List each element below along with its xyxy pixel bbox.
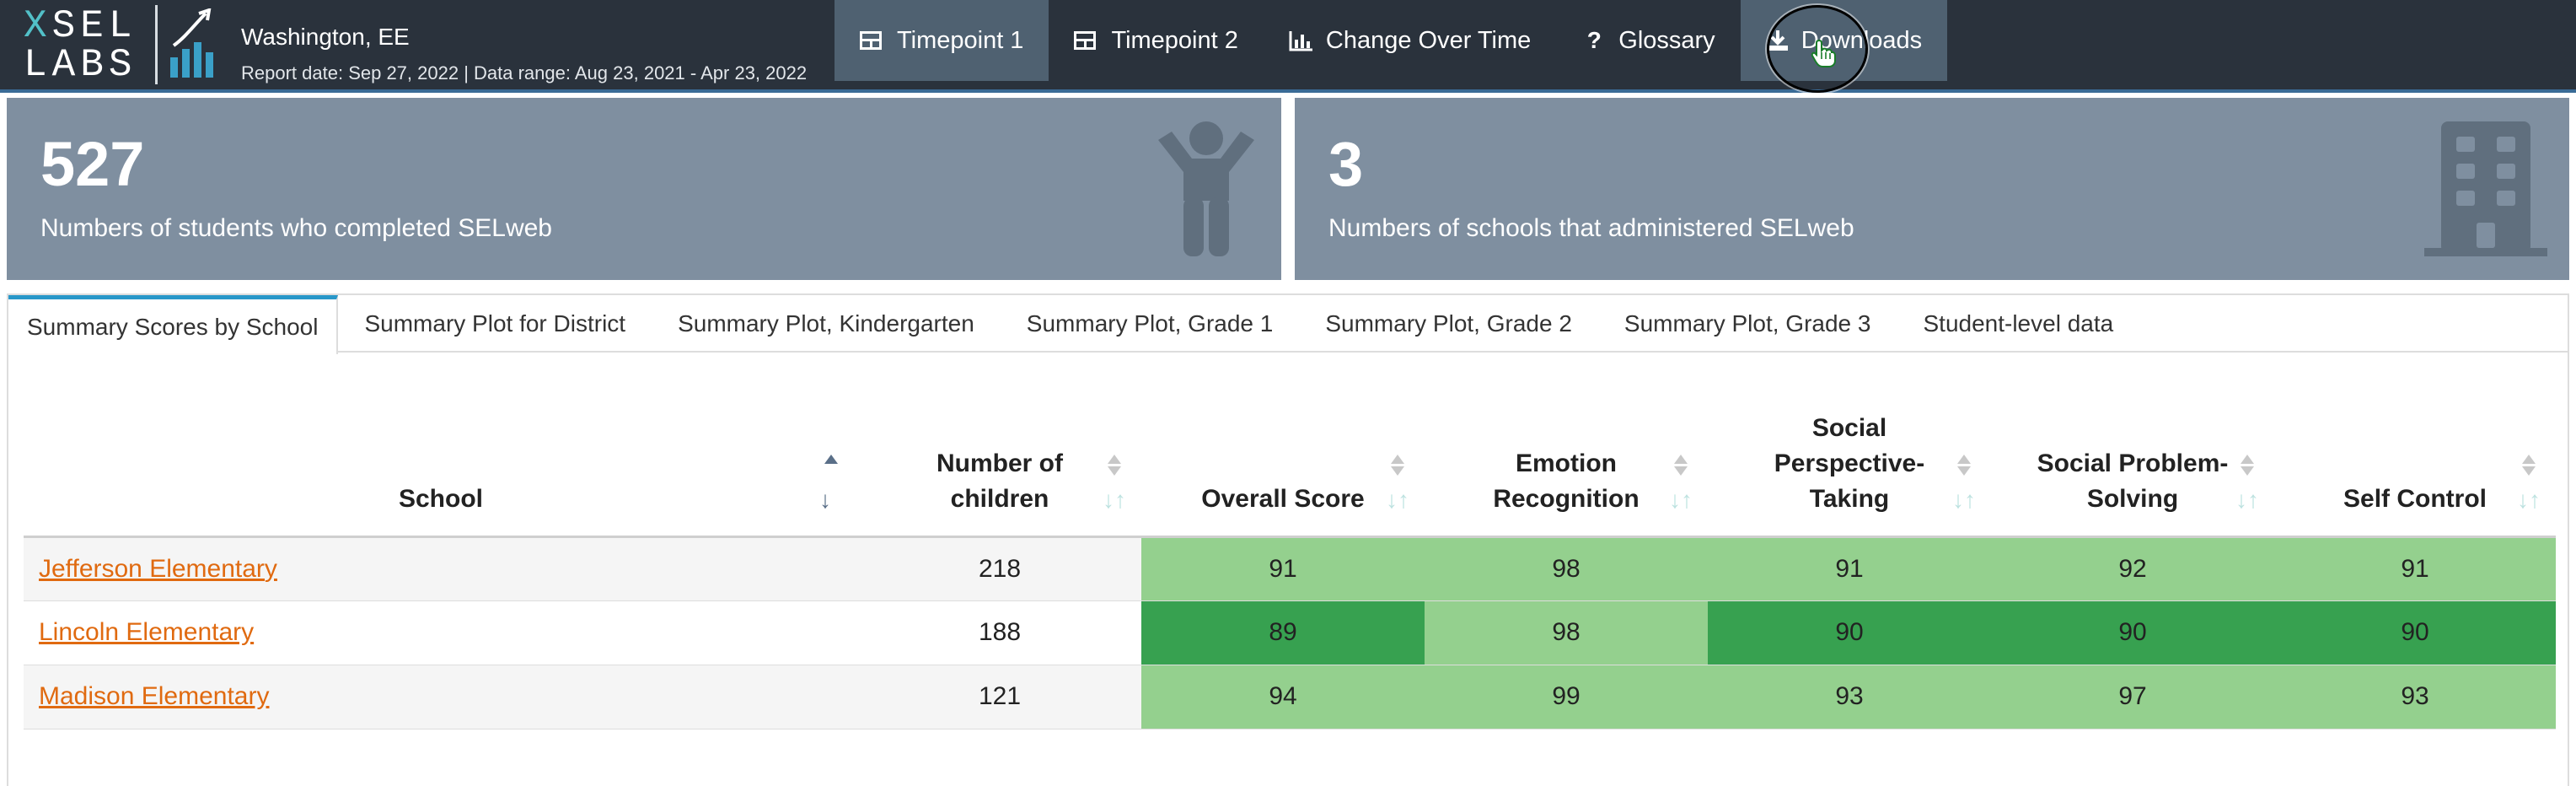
col-header-social-perspective-taking[interactable]: Social Perspective- Taking ↓↑ (1708, 376, 1991, 538)
top-navbar: XSEL LABS Washington, EE Report date: Se… (0, 0, 2576, 93)
logo-chart-icon (170, 8, 213, 78)
sort-icon[interactable]: ↓↑ (2515, 454, 2541, 514)
logo-text-bottom: LABS (24, 43, 137, 87)
children-cell: 188 (858, 600, 1141, 665)
logo-divider (155, 5, 158, 84)
sort-icon[interactable]: ↓↑ (1384, 454, 1409, 514)
self-control-cell: 93 (2274, 665, 2556, 729)
nav-glossary-label: Glossary (1618, 26, 1715, 54)
child-icon (1158, 121, 1254, 256)
nav-change-over-time-label: Change Over Time (1325, 26, 1532, 54)
self-control-cell: 91 (2274, 536, 2556, 601)
col-header-overall-score[interactable]: Overall Score ↓↑ (1141, 376, 1425, 538)
bar-chart-icon (1289, 31, 1312, 51)
students-caption: Numbers of students who completed SELweb (40, 214, 552, 242)
tab-panel: Summary Scores by School Summary Plot fo… (7, 293, 2569, 786)
self-control-cell: 90 (2274, 600, 2556, 665)
sort-icon[interactable]: ↓↑ (1667, 454, 1693, 514)
perspective-taking-cell: 90 (1708, 600, 1991, 665)
district-title: Washington, EE (241, 24, 410, 50)
school-link[interactable]: Madison Elementary (39, 682, 270, 710)
summary-scores-table: School ↓ Number of children ↓↑ Overall Sc… (24, 376, 2556, 729)
col-header-self-control[interactable]: Self Control ↓↑ (2274, 376, 2556, 538)
table-row: Jefferson Elementary 218 91 98 91 92 91 (24, 536, 2556, 601)
tab-student-level-data[interactable]: Student-level data (1923, 310, 2114, 336)
tab-summary-plot-grade-1[interactable]: Summary Plot, Grade 1 (1026, 310, 1274, 336)
table-row: Lincoln Elementary 188 89 98 90 90 90 (24, 600, 2556, 665)
sort-icon[interactable]: ↓↑ (1101, 454, 1126, 514)
nav-downloads-label: Downloads (1801, 26, 1923, 54)
problem-solving-cell: 90 (1991, 600, 2274, 665)
col-header-emotion-recognition[interactable]: Emotion Recognition ↓↑ (1425, 376, 1708, 538)
problem-solving-cell: 97 (1991, 665, 2274, 729)
building-icon (2424, 121, 2547, 256)
logo-x: X (24, 4, 52, 48)
overall-score-cell: 89 (1141, 600, 1425, 665)
table-icon (1074, 31, 1097, 50)
perspective-taking-cell: 93 (1708, 665, 1991, 729)
sel-labs-logo[interactable]: XSEL LABS (20, 0, 223, 89)
emotion-recognition-cell: 99 (1425, 665, 1708, 729)
children-cell: 218 (858, 536, 1141, 601)
col-header-social-problem-solving[interactable]: Social Problem- Solving ↓↑ (1991, 376, 2274, 538)
tab-summary-scores-by-school[interactable]: Summary Scores by School (8, 295, 339, 354)
schools-count-box: 3 Numbers of schools that administered S… (1295, 98, 2569, 280)
logo-text-top: SEL (51, 4, 137, 48)
sort-icon[interactable]: ↓↑ (1951, 454, 1976, 514)
children-cell: 121 (858, 665, 1141, 729)
col-header-school[interactable]: School ↓ (24, 376, 858, 538)
report-date-subtitle: Report date: Sep 27, 2022 | Data range: … (241, 62, 808, 83)
emotion-recognition-cell: 98 (1425, 600, 1708, 665)
download-icon (1767, 30, 1788, 51)
table-icon (860, 31, 882, 50)
main-nav: Timepoint 1 Timepoint 2 Change Over Time… (835, 0, 1948, 81)
tab-summary-plot-grade-3[interactable]: Summary Plot, Grade 3 (1623, 310, 1871, 336)
schools-count: 3 (1328, 129, 1364, 199)
nav-downloads[interactable]: Downloads (1740, 0, 1948, 81)
tab-summary-plot-district[interactable]: Summary Plot for District (364, 310, 626, 336)
sort-icon[interactable]: ↓↑ (2234, 454, 2259, 514)
nav-change-over-time[interactable]: Change Over Time (1264, 0, 1556, 81)
question-icon: ? (1586, 27, 1602, 53)
nav-timepoint-2-label: Timepoint 2 (1111, 26, 1238, 54)
col-header-number-of-children[interactable]: Number of children ↓↑ (858, 376, 1141, 538)
nav-glossary[interactable]: ? Glossary (1556, 0, 1740, 81)
sort-icon[interactable]: ↓ (818, 454, 843, 514)
tab-summary-plot-grade-2[interactable]: Summary Plot, Grade 2 (1325, 310, 1572, 336)
nav-timepoint-1-label: Timepoint 1 (897, 26, 1024, 54)
school-link[interactable]: Lincoln Elementary (39, 618, 255, 646)
table-row: Madison Elementary 121 94 99 93 97 93 (24, 665, 2556, 729)
nav-timepoint-2[interactable]: Timepoint 2 (1049, 0, 1263, 81)
emotion-recognition-cell: 98 (1425, 536, 1708, 601)
problem-solving-cell: 92 (1991, 536, 2274, 601)
overall-score-cell: 94 (1141, 665, 1425, 729)
students-count-box: 527 Numbers of students who completed SE… (7, 98, 1281, 280)
tab-bar: Summary Scores by School Summary Plot fo… (8, 295, 2568, 354)
school-link[interactable]: Jefferson Elementary (39, 554, 277, 583)
tab-summary-plot-kindergarten[interactable]: Summary Plot, Kindergarten (678, 310, 974, 336)
perspective-taking-cell: 91 (1708, 536, 1991, 601)
nav-timepoint-1[interactable]: Timepoint 1 (835, 0, 1049, 81)
overall-score-cell: 91 (1141, 536, 1425, 601)
schools-caption: Numbers of schools that administered SEL… (1328, 214, 1854, 242)
table-header-row: School ↓ Number of children ↓↑ Overall Sc… (24, 376, 2556, 538)
students-count: 527 (40, 129, 145, 199)
